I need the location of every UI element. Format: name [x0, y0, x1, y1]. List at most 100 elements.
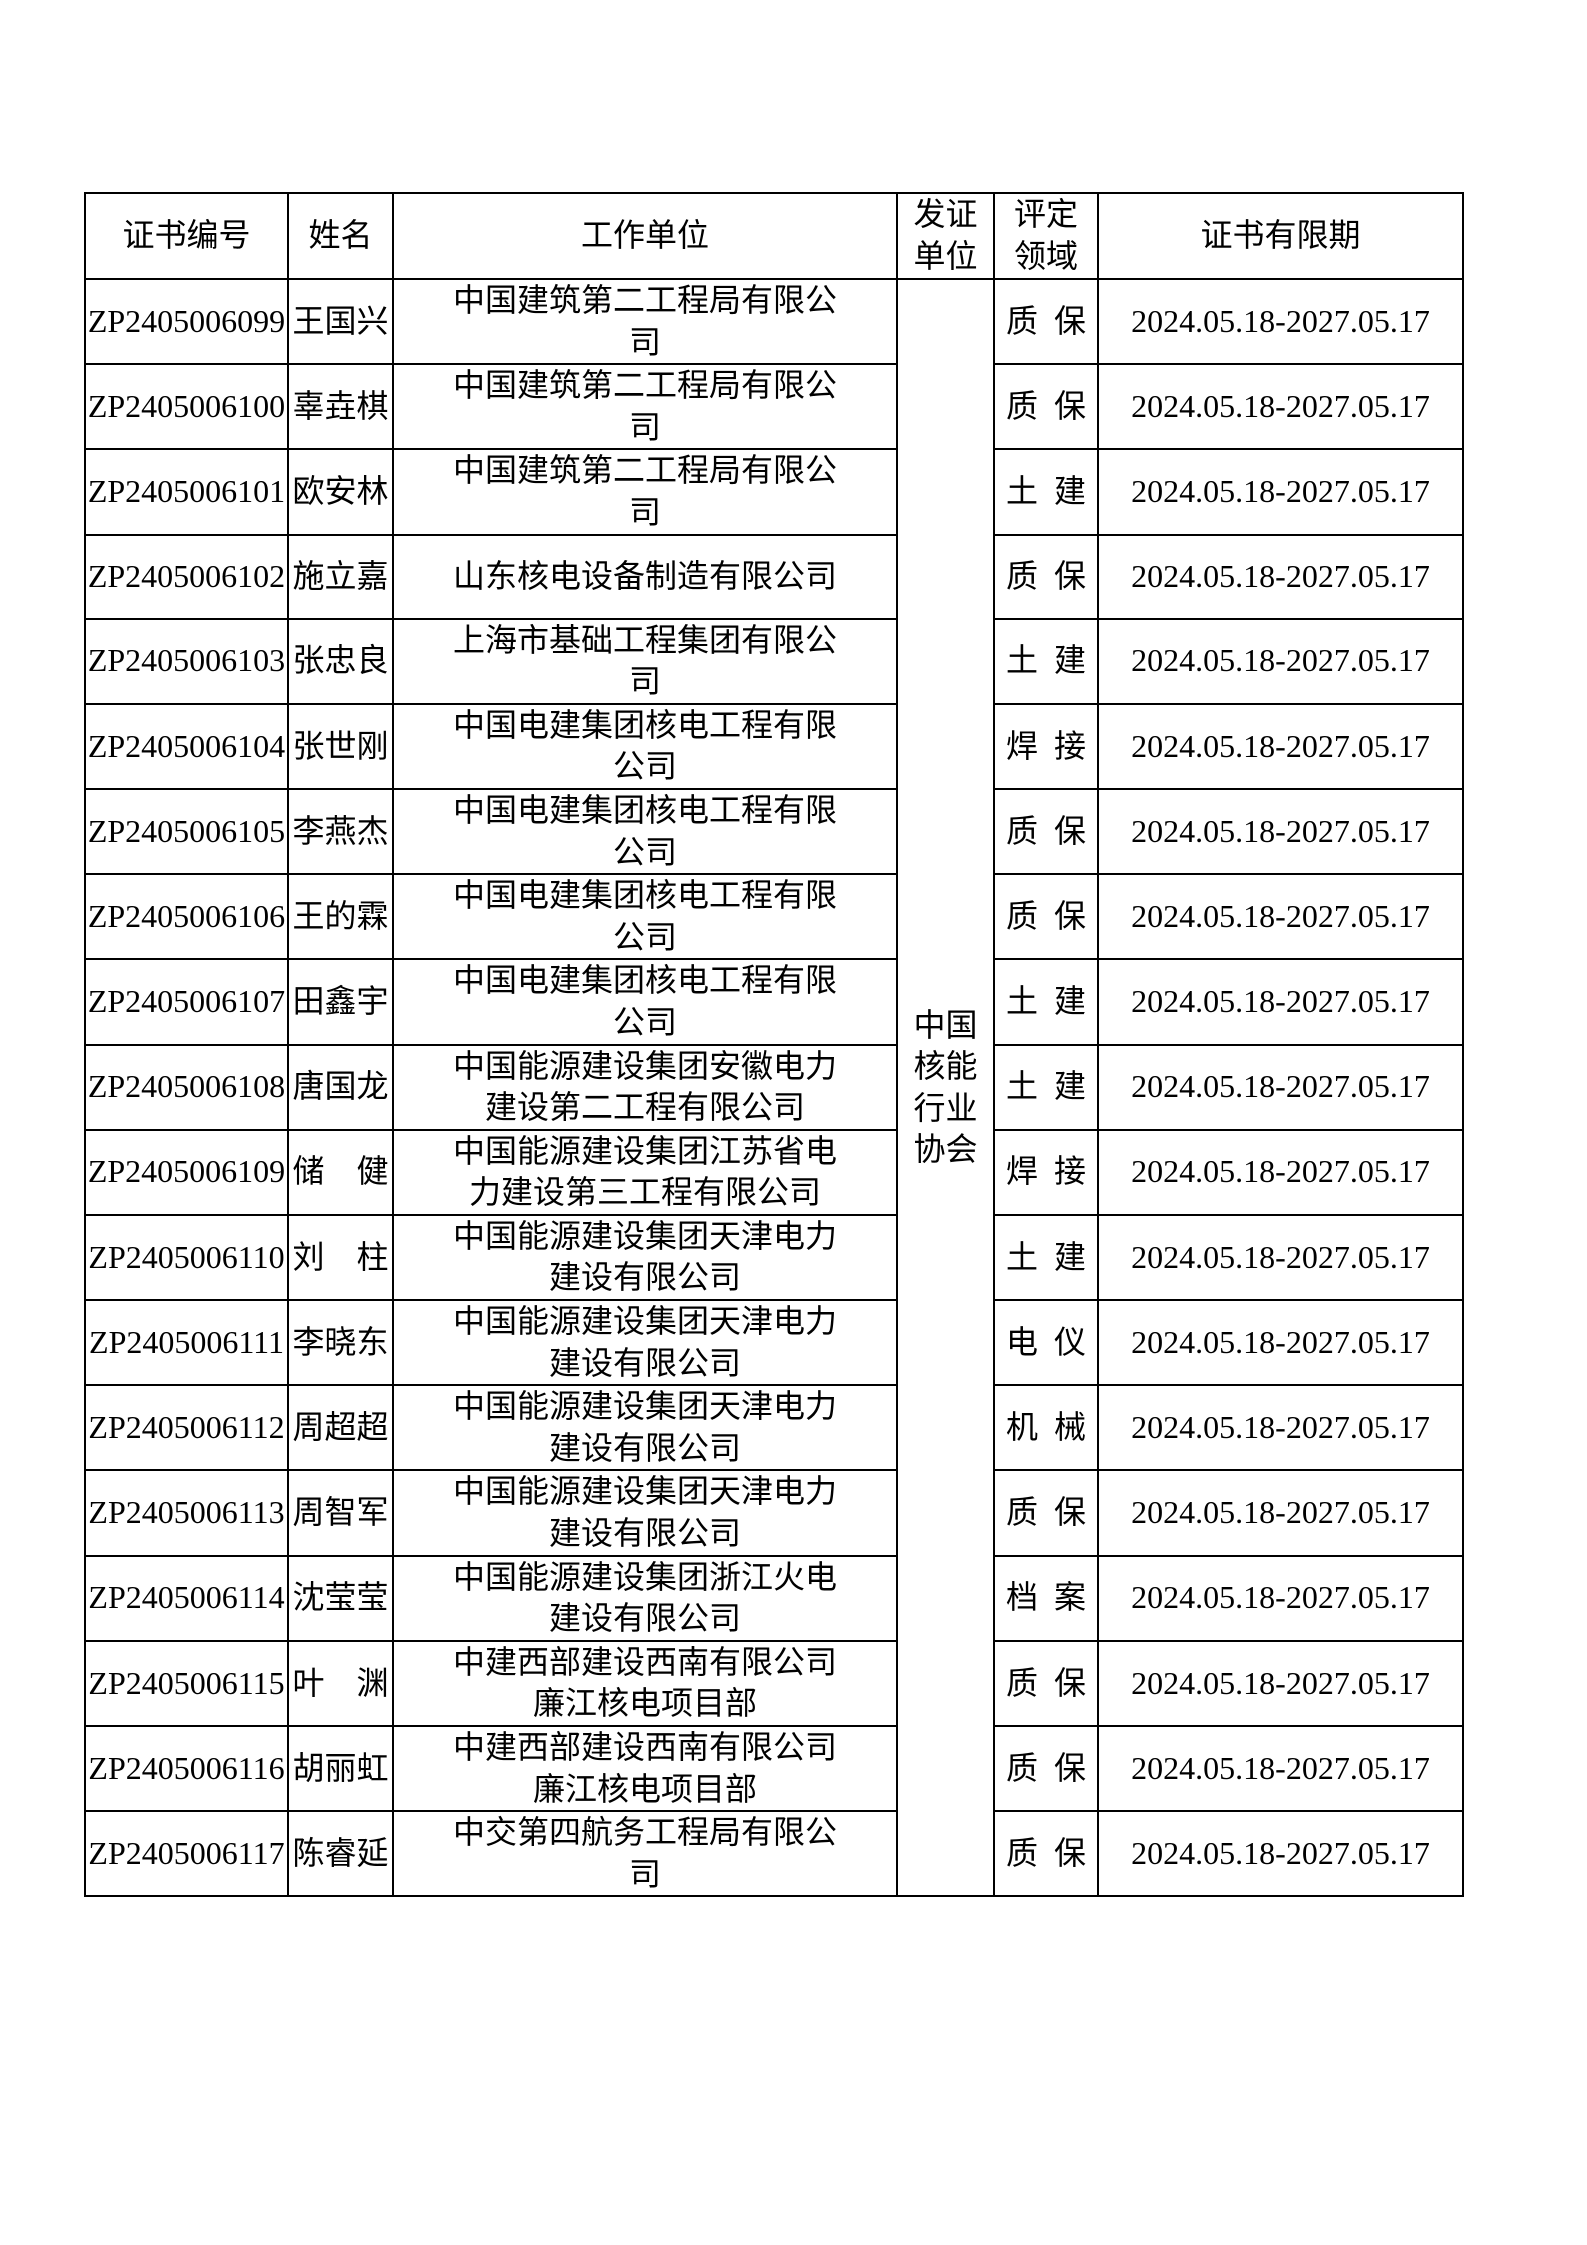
issuer-name: 中国核能行业协会 — [913, 1006, 978, 1168]
validity-cell: 2024.05.18-2027.05.17 — [1097, 363, 1464, 451]
person-name: 胡丽虹 — [292, 1749, 389, 1786]
cert-number-cell: ZP2405006108 — [84, 1043, 289, 1131]
cert-number-cell: ZP2405006106 — [84, 873, 289, 961]
assessment-field: 质保 — [1005, 1494, 1102, 1531]
company-cell: 中国电建集团核电工程有限公司 — [392, 958, 898, 1046]
person-name-cell: 储 健 — [287, 1128, 394, 1216]
header-field: 评定领域 — [993, 192, 1099, 280]
validity-period: 2024.05.18-2027.05.17 — [1131, 473, 1430, 510]
person-name-cell: 王的霖 — [287, 873, 394, 961]
company-name: 中国电建集团核电工程有限公司 — [452, 791, 837, 870]
cert-number: ZP2405006105 — [87, 812, 286, 849]
validity-period: 2024.05.18-2027.05.17 — [1131, 1238, 1430, 1275]
company-cell: 中建西部建设西南有限公司廉江核电项目部 — [392, 1639, 898, 1728]
cert-number: ZP2405006111 — [89, 1323, 284, 1360]
table-row: ZP2405006108 唐国龙 中国能源建设集团安徽电力建设第二工程有限公司 … — [84, 1043, 1464, 1131]
assessment-field: 土建 — [1005, 473, 1102, 510]
table-body: ZP2405006099 王国兴 中国建筑第二工程局有限公司 中国核能行业协会质… — [84, 277, 1464, 1898]
validity-cell: 2024.05.18-2027.05.17 — [1097, 1043, 1464, 1131]
cert-number-cell: ZP2405006104 — [84, 702, 289, 790]
person-name: 储 健 — [292, 1153, 389, 1190]
validity-cell: 2024.05.18-2027.05.17 — [1097, 1384, 1464, 1472]
assessment-field-cell: 焊接 — [993, 702, 1099, 790]
header-validity: 证书有限期 — [1097, 192, 1464, 280]
cert-number-cell: ZP2405006115 — [84, 1639, 289, 1728]
cert-number: ZP2405006115 — [88, 1664, 285, 1701]
person-name-cell: 周智军 — [287, 1469, 394, 1557]
assessment-field-cell: 质保 — [993, 363, 1099, 451]
validity-cell: 2024.05.18-2027.05.17 — [1097, 1810, 1464, 1898]
person-name: 施立嘉 — [292, 557, 389, 594]
validity-cell: 2024.05.18-2027.05.17 — [1097, 702, 1464, 790]
person-name-cell: 沈莹莹 — [287, 1554, 394, 1642]
table-row: ZP2405006117 陈睿延 中交第四航务工程局有限公司 质保 2024.0… — [84, 1810, 1464, 1898]
validity-period: 2024.05.18-2027.05.17 — [1131, 1749, 1430, 1786]
company-name: 中国能源建设集团安徽电力建设第二工程有限公司 — [452, 1047, 837, 1126]
validity-period: 2024.05.18-2027.05.17 — [1131, 1579, 1430, 1616]
company-cell: 中国电建集团核电工程有限公司 — [392, 702, 898, 790]
company-cell: 山东核电设备制造有限公司 — [392, 533, 898, 620]
assessment-field-cell: 质保 — [993, 1639, 1099, 1728]
assessment-field: 质保 — [1005, 1664, 1102, 1701]
validity-period: 2024.05.18-2027.05.17 — [1131, 1494, 1430, 1531]
table-row: ZP2405006104 张世刚 中国电建集团核电工程有限公司 焊接 2024.… — [84, 702, 1464, 790]
cert-number: ZP2405006108 — [87, 1068, 286, 1105]
person-name-cell: 张世刚 — [287, 702, 394, 790]
person-name-cell: 辜垚棋 — [287, 363, 394, 451]
validity-period: 2024.05.18-2027.05.17 — [1131, 1153, 1430, 1190]
company-cell: 中国能源建设集团天津电力建设有限公司 — [392, 1299, 898, 1387]
assessment-field-cell: 土建 — [993, 958, 1099, 1046]
company-name: 中国能源建设集团天津电力建设有限公司 — [452, 1303, 837, 1381]
table-row: ZP2405006106 王的霖 中国电建集团核电工程有限公司 质保 2024.… — [84, 873, 1464, 961]
header-row: 证书编号 姓名 工作单位 发证单位 评定领域 证书有限期 — [84, 192, 1464, 280]
company-cell: 中国建筑第二工程局有限公司 — [392, 277, 898, 366]
validity-cell: 2024.05.18-2027.05.17 — [1097, 448, 1464, 536]
assessment-field: 焊接 — [1005, 1153, 1102, 1190]
assessment-field: 质保 — [1005, 302, 1102, 339]
validity-period: 2024.05.18-2027.05.17 — [1131, 642, 1430, 679]
validity-cell: 2024.05.18-2027.05.17 — [1097, 1213, 1464, 1302]
person-name: 刘 柱 — [292, 1238, 389, 1275]
person-name: 张忠良 — [292, 642, 389, 679]
cert-number: ZP2405006107 — [87, 983, 286, 1020]
validity-period: 2024.05.18-2027.05.17 — [1131, 387, 1430, 424]
table-row: ZP2405006116 胡丽虹 中建西部建设西南有限公司廉江核电项目部 质保 … — [84, 1724, 1464, 1813]
cert-number-cell: ZP2405006101 — [84, 448, 289, 536]
person-name-cell: 施立嘉 — [287, 533, 394, 620]
company-name: 中国电建集团核电工程有限公司 — [452, 706, 837, 785]
cert-number-cell: ZP2405006117 — [84, 1810, 289, 1898]
table-row: ZP2405006107 田鑫宇 中国电建集团核电工程有限公司 土建 2024.… — [84, 958, 1464, 1046]
validity-period: 2024.05.18-2027.05.17 — [1131, 1409, 1430, 1446]
header-validity-label: 证书有限期 — [1200, 217, 1361, 254]
company-name: 上海市基础工程集团有限公司 — [452, 621, 837, 700]
person-name: 陈睿延 — [292, 1834, 389, 1871]
validity-period: 2024.05.18-2027.05.17 — [1131, 897, 1430, 934]
company-cell: 中国建筑第二工程局有限公司 — [392, 448, 898, 536]
cert-number: ZP2405006103 — [87, 642, 286, 679]
cert-number-cell: ZP2405006107 — [84, 958, 289, 1046]
person-name-cell: 周超超 — [287, 1384, 394, 1472]
cert-number: ZP2405006114 — [88, 1579, 285, 1616]
assessment-field: 质保 — [1005, 557, 1102, 594]
company-name: 中国能源建设集团天津电力建设有限公司 — [452, 1217, 837, 1296]
person-name-cell: 欧安林 — [287, 448, 394, 536]
validity-cell: 2024.05.18-2027.05.17 — [1097, 873, 1464, 961]
cert-number: ZP2405006104 — [87, 727, 286, 764]
cert-number-cell: ZP2405006113 — [84, 1469, 289, 1557]
validity-period: 2024.05.18-2027.05.17 — [1131, 983, 1430, 1020]
header-issuer-label: 发证单位 — [913, 196, 978, 274]
company-cell: 中国能源建设集团浙江火电建设有限公司 — [392, 1554, 898, 1642]
table-row: ZP2405006111 李晓东 中国能源建设集团天津电力建设有限公司 电仪 2… — [84, 1299, 1464, 1387]
company-name: 中国能源建设集团浙江火电建设有限公司 — [452, 1558, 837, 1637]
cert-number-cell: ZP2405006099 — [84, 277, 289, 366]
assessment-field-cell: 质保 — [993, 277, 1099, 366]
assessment-field: 质保 — [1005, 1749, 1102, 1786]
validity-cell: 2024.05.18-2027.05.17 — [1097, 617, 1464, 705]
person-name-cell: 田鑫宇 — [287, 958, 394, 1046]
cert-number-cell: ZP2405006111 — [84, 1299, 289, 1387]
header-issuer: 发证单位 — [896, 192, 995, 280]
person-name: 李晓东 — [292, 1323, 389, 1360]
company-cell: 中交第四航务工程局有限公司 — [392, 1810, 898, 1898]
company-name: 中国建筑第二工程局有限公司 — [452, 367, 837, 445]
